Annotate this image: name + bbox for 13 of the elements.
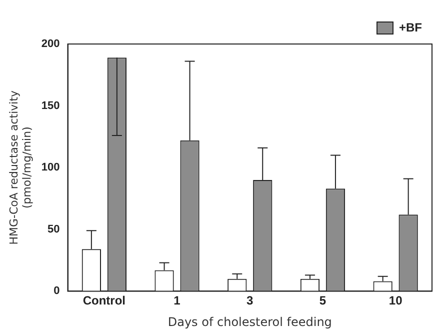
legend-label: +BF — [398, 20, 422, 34]
y-tick-label: 150 — [41, 100, 60, 112]
y-tick-label: 200 — [41, 38, 60, 50]
y-axis-title: HMG-CoA reductase activity (pmol/mg/min) — [7, 90, 34, 245]
x-tick-label: Control — [82, 294, 126, 308]
y-tick-label: 0 — [54, 285, 60, 298]
x-tick-label: 3 — [246, 294, 254, 308]
x-axis-title: Days of cholesterol feeding — [168, 314, 332, 329]
x-tick-label: 5 — [319, 294, 326, 308]
x-tick-label: 10 — [388, 294, 403, 308]
y-tick-label: 100 — [41, 162, 60, 174]
y-tick-label: 50 — [48, 223, 60, 236]
x-tick-label: 1 — [174, 294, 181, 308]
